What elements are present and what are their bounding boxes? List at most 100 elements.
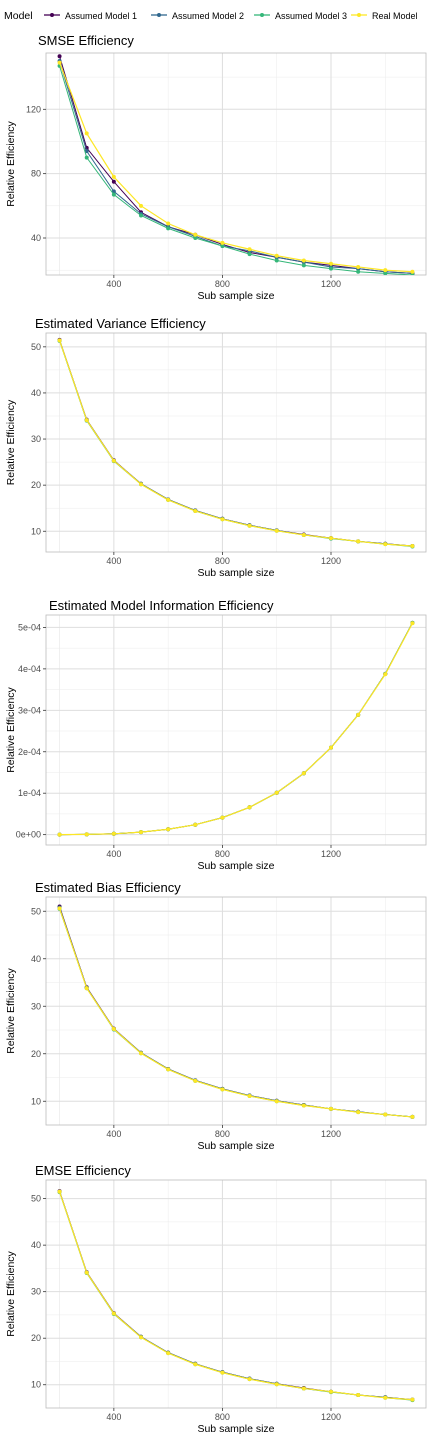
data-point [139, 203, 143, 208]
legend-label: Assumed Model 1 [65, 11, 137, 21]
data-point [274, 790, 279, 795]
y-axis-label: Relative Efficiency [5, 1250, 17, 1336]
plot-background [46, 1180, 426, 1408]
legend-label: Real Model [372, 11, 418, 21]
data-point [166, 221, 171, 226]
x-tick-label: 400 [106, 1129, 121, 1139]
data-point [383, 268, 388, 273]
data-point [111, 192, 116, 197]
data-point [139, 1335, 143, 1340]
data-point [84, 155, 89, 160]
y-axis-label: Relative Efficiency [5, 686, 17, 772]
data-point [301, 771, 306, 776]
y-tick-label: 30 [31, 1287, 41, 1297]
y-tick-label: 5e-04 [18, 622, 41, 632]
legend-item-2: Assumed Model 3 [254, 11, 347, 21]
data-point [57, 1189, 62, 1194]
chart-title: Estimated Model Information Efficiency [49, 598, 274, 613]
panel-border [45, 52, 427, 276]
y-tick-label: 50 [31, 342, 41, 352]
x-axis-label: Sub sample size [197, 567, 274, 579]
data-point [139, 1051, 143, 1056]
y-tick-label: 20 [31, 480, 41, 490]
x-axis-label: Sub sample size [197, 1140, 274, 1152]
data-point [193, 508, 198, 513]
data-point [57, 338, 62, 343]
x-tick-label: 1200 [321, 849, 341, 859]
y-tick-label: 10 [31, 526, 41, 536]
legend-label: Assumed Model 2 [172, 11, 244, 21]
y-tick-label: 0e+00 [16, 830, 41, 840]
series-group [57, 54, 415, 275]
data-point [301, 532, 306, 537]
x-tick-label: 1200 [321, 1129, 341, 1139]
data-point [220, 240, 225, 245]
series-3 [57, 621, 415, 837]
data-point [247, 523, 252, 528]
data-point [111, 189, 116, 194]
x-tick-label: 400 [106, 556, 121, 566]
series-group [57, 620, 415, 837]
data-point [274, 258, 279, 263]
y-tick-label: 80 [31, 169, 41, 179]
x-tick-label: 400 [106, 849, 121, 859]
plot-background [46, 897, 426, 1125]
y-tick-label: 2e-04 [18, 747, 41, 757]
x-tick-label: 400 [106, 279, 121, 289]
series-3 [57, 338, 415, 549]
y-axis-label: Relative Efficiency [5, 399, 17, 485]
data-point [329, 745, 333, 750]
data-point [329, 266, 333, 271]
data-point [220, 517, 225, 522]
series-line [59, 908, 413, 1118]
data-point [220, 1087, 225, 1092]
y-tick-label: 4e-04 [18, 664, 41, 674]
chart-title: SMSE Efficiency [38, 33, 134, 48]
data-point [247, 1094, 252, 1099]
legend-key-point [50, 13, 54, 17]
legend-key-point [357, 13, 361, 17]
series-3 [57, 906, 415, 1119]
y-tick-label: 3e-04 [18, 705, 41, 715]
plot-background [46, 615, 426, 845]
data-point [356, 264, 361, 269]
data-point [57, 54, 62, 59]
y-tick-label: 10 [31, 1380, 41, 1390]
data-point [84, 1270, 89, 1275]
data-point [111, 179, 116, 184]
x-tick-label: 400 [106, 1412, 121, 1422]
y-tick-label: 20 [31, 1049, 41, 1059]
data-point [274, 1382, 279, 1387]
data-point [410, 1397, 415, 1402]
x-tick-label: 1200 [321, 556, 341, 566]
y-tick-label: 40 [31, 388, 41, 398]
data-point [356, 1392, 361, 1397]
data-point [166, 226, 171, 231]
data-point [57, 832, 62, 837]
series-group [57, 1189, 415, 1403]
series-3 [57, 60, 415, 274]
data-point [193, 1362, 198, 1367]
data-point [274, 528, 279, 533]
data-point [383, 542, 388, 547]
y-tick-label: 120 [26, 104, 41, 114]
chart-title: EMSE Efficiency [35, 1163, 131, 1178]
x-axis-label: Sub sample size [197, 1423, 274, 1435]
data-point [84, 131, 89, 136]
data-point [111, 1027, 116, 1032]
data-point [410, 1114, 415, 1119]
data-point [166, 497, 171, 502]
data-point [139, 213, 143, 218]
data-point [193, 1078, 198, 1083]
data-point [383, 271, 388, 275]
data-point [356, 712, 361, 717]
data-point [301, 1103, 306, 1108]
y-tick-label: 20 [31, 1333, 41, 1343]
data-point [329, 1106, 333, 1111]
x-tick-label: 800 [215, 556, 230, 566]
series-line [59, 60, 413, 274]
legend-item-0: Assumed Model 1 [44, 11, 137, 21]
data-point [410, 269, 415, 274]
data-point [329, 261, 333, 266]
plot-background [46, 333, 426, 552]
